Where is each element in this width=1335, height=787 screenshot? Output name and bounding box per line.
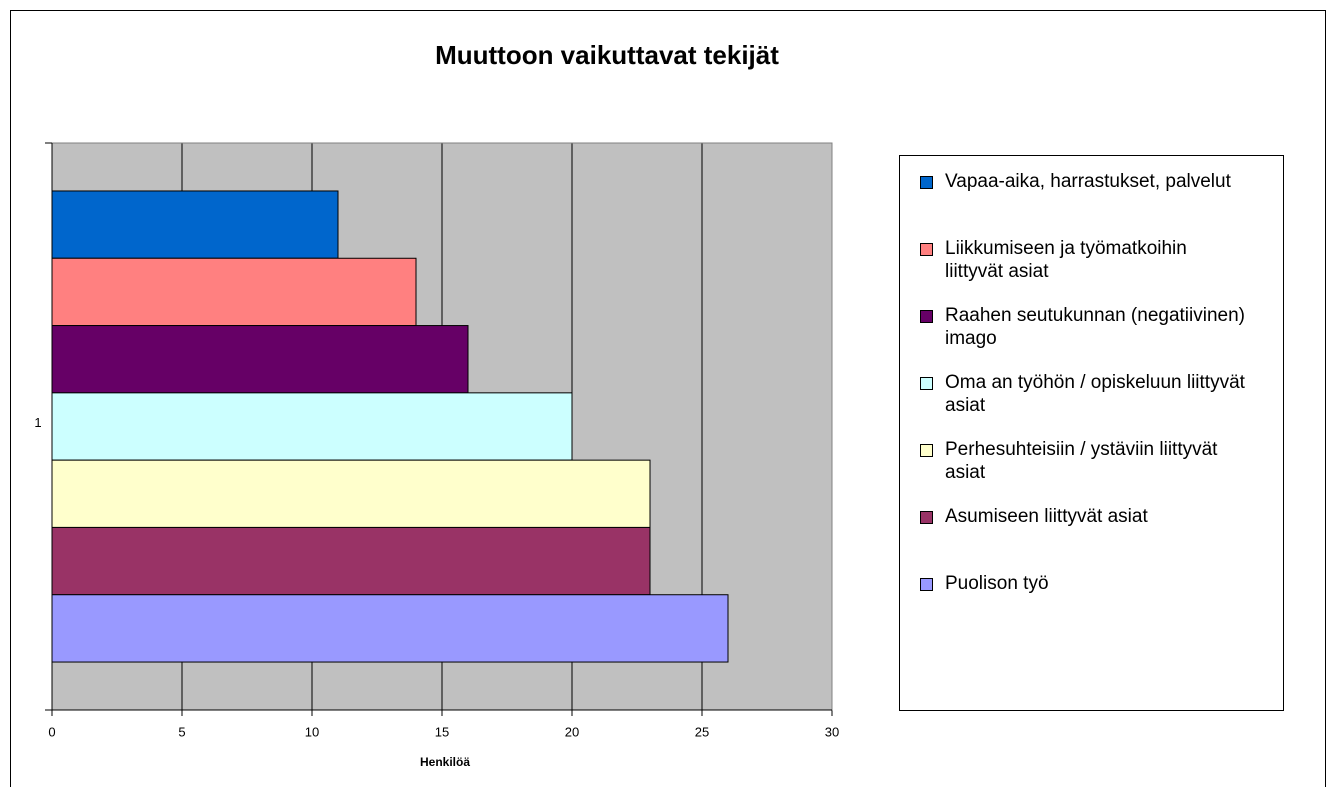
y-tick-label: 1	[34, 415, 41, 430]
legend-swatch	[920, 176, 933, 189]
legend-label: Liikkumiseen ja työmatkoihin liittyvät a…	[945, 238, 1187, 282]
x-tick-label: 30	[825, 724, 839, 739]
legend-swatch	[920, 511, 933, 524]
legend-label: Raahen seutukunnan (negatiivinen) imago	[945, 305, 1245, 349]
x-axis-label: Henkilöä	[420, 755, 470, 769]
legend-label: Vapaa-aika, harrastukset, palvelut	[945, 171, 1231, 192]
legend-box	[899, 155, 1284, 711]
bar	[51, 190, 339, 259]
chart-frame	[10, 10, 1326, 787]
bar	[51, 594, 729, 663]
legend-label: Perhesuhteisiin / ystäviin liittyvät asi…	[945, 439, 1218, 483]
x-tick-label: 20	[565, 724, 579, 739]
legend-label: Asumiseen liittyvät asiat	[945, 506, 1148, 527]
chart-title: Muuttoon vaikuttavat tekijät	[435, 40, 779, 70]
x-tick-label: 15	[435, 724, 449, 739]
bar	[51, 459, 651, 528]
legend-swatch	[920, 377, 933, 390]
bar	[51, 325, 469, 394]
legend-swatch	[920, 243, 933, 256]
legend-label: Puolison työ	[945, 573, 1049, 594]
bar	[51, 526, 651, 596]
legend-swatch	[920, 578, 933, 591]
legend-swatch	[920, 310, 933, 323]
x-tick-label: 5	[178, 724, 185, 739]
legend-label: Oma an työhön / opiskeluun liittyvät asi…	[945, 372, 1245, 416]
bar	[51, 392, 573, 461]
x-tick-label: 0	[48, 724, 55, 739]
bar	[51, 257, 417, 327]
x-tick-label: 10	[305, 724, 319, 739]
legend-swatch	[920, 444, 933, 457]
x-tick-label: 25	[695, 724, 709, 739]
